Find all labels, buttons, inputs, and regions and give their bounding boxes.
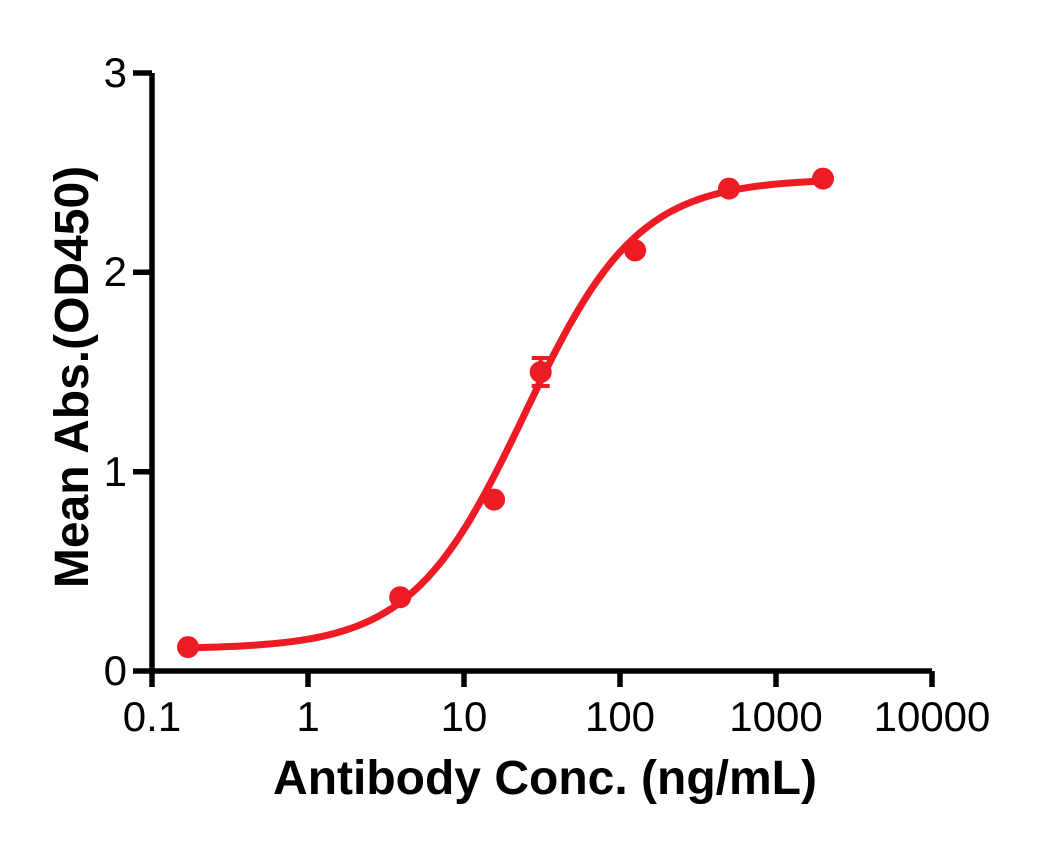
data-point-marker: [718, 177, 740, 200]
fit-curve: [184, 177, 827, 652]
x-tick-label: 1000: [729, 693, 823, 740]
data-point-marker: [389, 586, 412, 609]
data-point-marker: [529, 361, 552, 383]
x-axis-title: Antibody Conc. (ng/mL): [273, 752, 817, 805]
y-tick-label: 0: [103, 647, 127, 694]
data-point-marker: [177, 636, 199, 659]
x-tick-label: 0.1: [122, 693, 182, 740]
x-tick-label: 10000: [873, 693, 991, 740]
x-tick-label: 1: [296, 693, 320, 740]
y-axis-title: Mean Abs.(OD450): [46, 165, 99, 589]
y-tick-label: 3: [103, 49, 127, 96]
data-point-marker: [483, 488, 506, 511]
x-tick-label: 100: [584, 693, 656, 740]
y-tick-label: 2: [103, 248, 127, 296]
data-point-marker: [812, 167, 834, 190]
data-point-marker: [624, 239, 647, 262]
axis-ticks: [133, 70, 935, 687]
y-tick-label: 1: [103, 447, 127, 495]
x-tick-label: 10: [440, 693, 488, 740]
